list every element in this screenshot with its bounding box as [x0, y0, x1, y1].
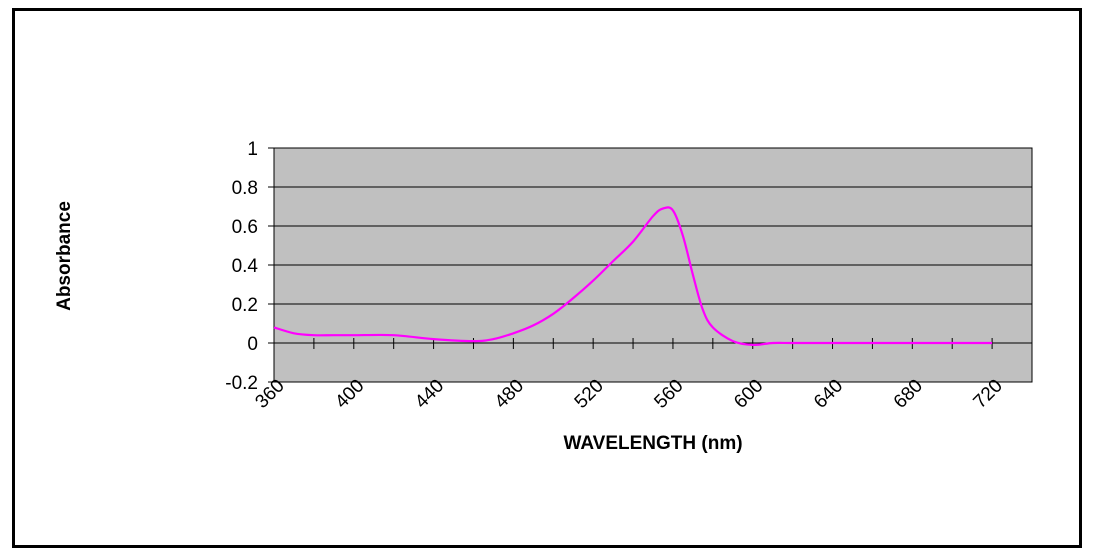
- gridlines: [274, 186, 1032, 344]
- y-axis-title: Absorbance: [54, 201, 75, 311]
- y-tick-label: 0.8: [232, 178, 258, 199]
- y-tick-label: 0.2: [232, 295, 258, 316]
- y-tick-label: 0: [247, 334, 258, 355]
- y-tick-label: 0.6: [232, 217, 258, 238]
- y-tick-labels: -0.2 0 0.2 0.4 0.6 0.8 1: [225, 139, 258, 394]
- x-axis-title: WAVELENGTH (nm): [563, 433, 742, 454]
- absorbance-series-line: [273, 206, 993, 347]
- y-tick-label: 1: [247, 139, 258, 160]
- y-tick-label: -0.2: [225, 373, 258, 394]
- y-tick-label: 0.4: [232, 256, 259, 277]
- axis-ticks: [268, 147, 1033, 383]
- absorbance-chart: -0.200.20.40.60.81 360 400 440 480 520 560 600…: [54, 139, 1033, 454]
- series-layer: [273, 206, 993, 347]
